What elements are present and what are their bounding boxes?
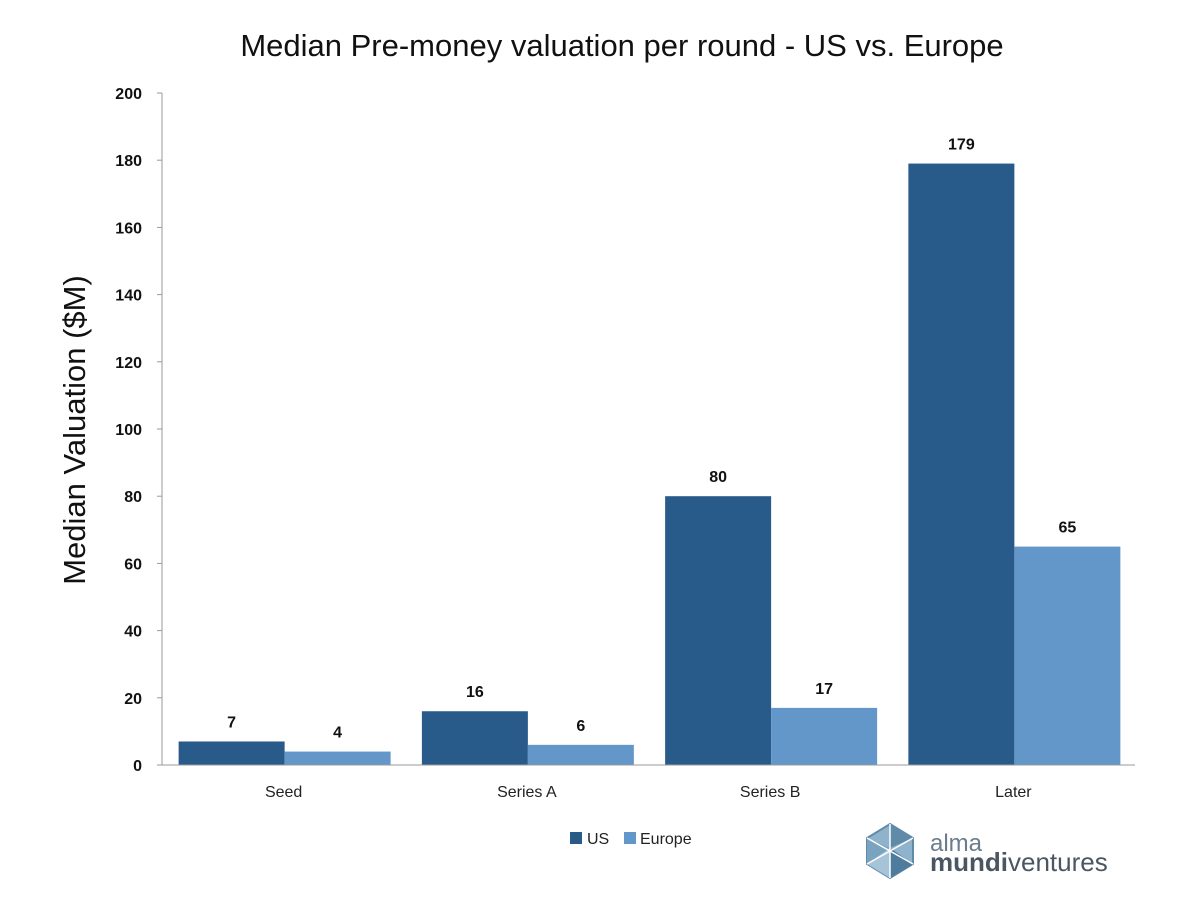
y-axis-ticks: 0 20 40 60 80 100 120 140 160 180 200 [115,86,162,775]
data-labels: 7 4 16 6 80 17 179 65 [227,137,1076,742]
y-tick-label: 20 [124,691,142,708]
y-tick-label: 60 [124,556,142,573]
brand-name-line2: mundiventures [930,847,1108,877]
polyhedron-logo-icon [866,822,914,880]
x-axis-categories: Seed Series A Series B Later [265,784,1032,801]
bar-europe-series-b [771,707,878,765]
bar-europe-seed [284,751,391,765]
brand-logo: alma mundiventures [866,822,1108,880]
bar-us-seed [178,741,285,765]
x-category-label: Series B [740,784,800,801]
y-tick-label: 0 [133,758,142,775]
brand-name-ventures: ventures [1008,847,1108,877]
y-tick-label: 180 [115,153,142,170]
x-category-label: Later [995,784,1032,801]
data-label: 7 [227,714,236,731]
brand-name-alma: alma [930,830,983,857]
data-label: 80 [709,469,727,486]
legend: US Europe [570,831,692,848]
x-category-label: Seed [265,784,302,801]
data-label: 17 [815,681,833,698]
y-tick-label: 200 [115,86,142,103]
y-axis-label: Median Valuation ($M) [57,275,92,585]
data-label: 65 [1058,520,1076,537]
bar-europe-later [1014,546,1121,765]
legend-swatch-us [570,832,582,844]
bar-us-later [908,163,1015,765]
y-tick-label: 120 [115,355,142,372]
legend-label-europe: Europe [640,831,692,848]
y-tick-label: 100 [115,422,142,439]
data-label: 179 [948,137,975,154]
y-tick-label: 80 [124,489,142,506]
y-tick-label: 160 [115,220,142,237]
legend-swatch-europe [624,832,636,844]
bar-us-series-b [665,496,772,765]
bar-europe-series-a [527,744,634,765]
chart-title: Median Pre-money valuation per round - U… [240,28,1003,63]
data-label: 6 [576,718,585,735]
y-tick-label: 40 [124,624,142,641]
bar-us-series-a [421,711,528,765]
brand-name-mundi: mundi [930,847,1008,877]
bars [178,163,1121,765]
x-category-label: Series A [497,784,557,801]
y-tick-label: 140 [115,288,142,305]
legend-label-us: US [587,831,609,848]
data-label: 16 [466,684,484,701]
data-label: 4 [333,725,342,742]
